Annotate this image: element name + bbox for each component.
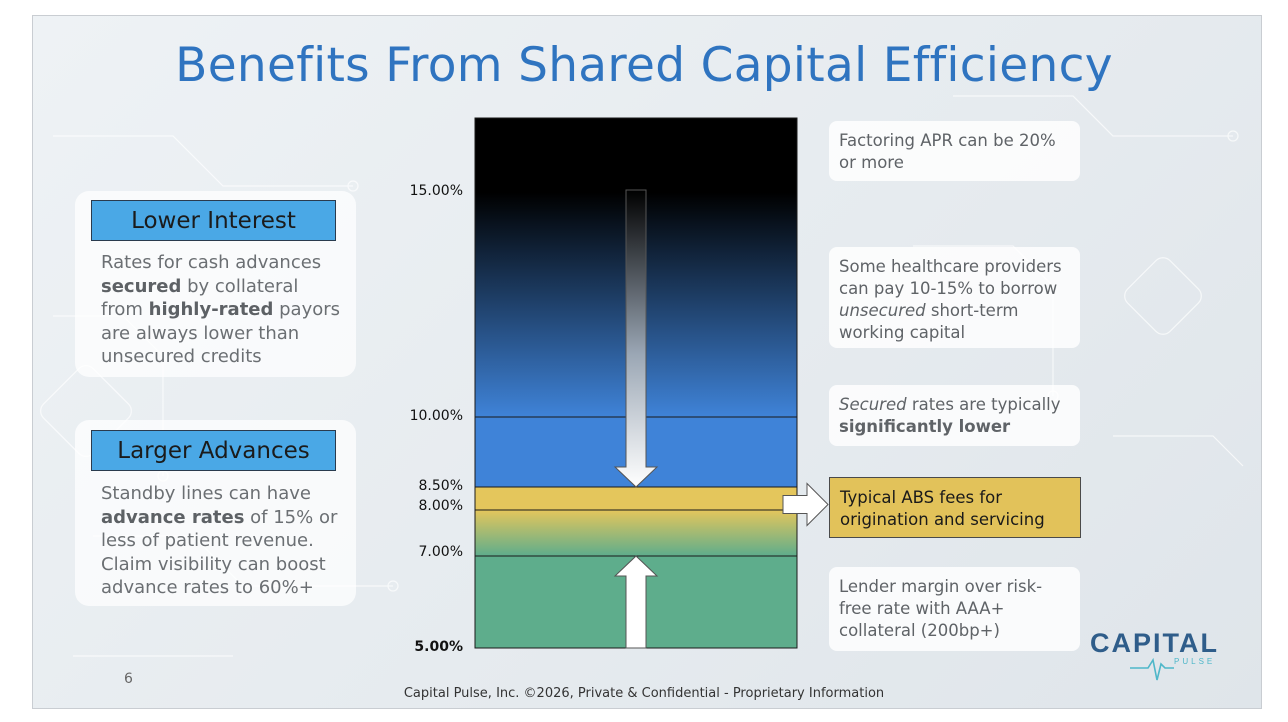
note-text-fragment: Secured xyxy=(839,395,907,414)
rate-stack-chart xyxy=(474,117,829,649)
pulse-line-icon xyxy=(1130,657,1174,681)
note-text-fragment: short-term working capital xyxy=(839,301,1019,342)
slide-title: Benefits From Shared Capital Efficiency xyxy=(175,38,1113,93)
note-text-fragment: rates are typically xyxy=(906,395,1061,414)
y-tick-label: 5.00% xyxy=(414,639,463,655)
card-text-fragment: advance rates xyxy=(101,506,245,528)
rate-segment xyxy=(474,486,798,511)
lower-interest-text: Rates for cash advances secured by colla… xyxy=(101,251,341,369)
up-arrow-icon xyxy=(613,555,659,649)
note-lender-margin: Lender margin over risk-free rate with A… xyxy=(829,567,1080,651)
note-abs-fees: Typical ABS fees for origination and ser… xyxy=(829,477,1081,538)
note-factoring-apr: Factoring APR can be 20% or more xyxy=(829,121,1080,181)
y-tick-label: 8.50% xyxy=(418,478,463,494)
y-tick-label: 7.00% xyxy=(418,544,463,560)
capital-pulse-logo: CAPITAL PULSE xyxy=(1090,628,1230,688)
note-text-fragment: significantly lower xyxy=(839,417,1011,436)
footer-text: Capital Pulse, Inc. ©2026, Private & Con… xyxy=(403,686,885,701)
card-text-fragment: payors are always lower than unsecured c… xyxy=(101,299,341,367)
card-text-fragment: secured xyxy=(101,275,182,297)
card-text-fragment: of 15% or less of patient revenue. Claim… xyxy=(101,506,338,599)
note-text-fragment: unsecured xyxy=(839,301,926,320)
y-tick-label: 10.00% xyxy=(409,408,463,424)
down-arrow-icon xyxy=(613,189,659,488)
card-text-fragment: by collateral from xyxy=(101,275,299,321)
right-arrow-icon xyxy=(782,482,829,527)
card-text-fragment: highly-rated xyxy=(148,299,274,320)
larger-advances-text: Standby lines can have advance rates of … xyxy=(101,482,341,600)
card-text-fragment: Standby lines can have xyxy=(101,483,311,504)
note-text-fragment: Factoring APR can be 20% or more xyxy=(839,131,1056,172)
logo-subtitle: PULSE xyxy=(1174,657,1216,666)
logo-wordmark: CAPITAL xyxy=(1090,628,1219,658)
note-text-fragment: Some healthcare providers can pay 10-15%… xyxy=(839,257,1062,298)
y-tick-label: 15.00% xyxy=(409,183,463,199)
lower-interest-heading: Lower Interest xyxy=(91,200,336,241)
y-tick-label: 8.00% xyxy=(418,498,463,514)
card-text-fragment: Rates for cash advances xyxy=(101,252,322,273)
larger-advances-heading: Larger Advances xyxy=(91,430,336,471)
note-unsecured-rates: Some healthcare providers can pay 10-15%… xyxy=(829,247,1080,348)
page-number: 6 xyxy=(124,671,133,687)
note-secured-rates: Secured rates are typically significantl… xyxy=(829,385,1080,446)
rate-segment xyxy=(474,509,798,557)
note-text-fragment: Typical ABS fees for origination and ser… xyxy=(840,488,1045,529)
note-text-fragment: Lender margin over risk-free rate with A… xyxy=(839,577,1043,640)
